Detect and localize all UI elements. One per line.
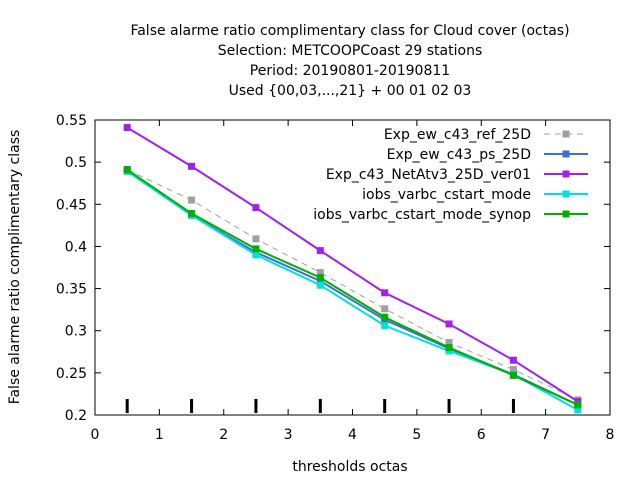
x-tick-label: 8 xyxy=(606,427,615,443)
data-point xyxy=(381,313,389,321)
x-tick-label: 3 xyxy=(284,427,293,443)
chart-title: False alarme ratio complimentary class f… xyxy=(130,23,569,99)
data-point xyxy=(316,281,324,289)
y-tick-label: 0.25 xyxy=(56,366,87,382)
y-tick-label: 0.35 xyxy=(56,282,87,298)
x-tick-label: 1 xyxy=(155,427,164,443)
legend-marker xyxy=(562,170,570,178)
y-tick-label: 0.2 xyxy=(65,408,87,424)
title-line: Selection: METCOOPCoast 29 stations xyxy=(218,43,483,59)
data-point xyxy=(381,305,389,313)
data-point xyxy=(188,210,196,218)
legend-label: iobs_varbc_cstart_mode xyxy=(362,187,531,203)
x-tick-label: 2 xyxy=(219,427,228,443)
data-point xyxy=(252,251,260,259)
legend-label: Exp_ew_c43_ref_25D xyxy=(384,127,531,143)
series-5 xyxy=(123,166,582,409)
title-line: False alarme ratio complimentary class f… xyxy=(130,23,569,39)
title-line: Period: 20190801-20190811 xyxy=(250,63,450,79)
data-point xyxy=(509,371,517,379)
data-point xyxy=(123,124,131,132)
data-point xyxy=(445,344,453,352)
legend-marker xyxy=(562,210,570,218)
x-tick-label: 0 xyxy=(91,427,100,443)
series-line xyxy=(126,126,579,403)
data-point xyxy=(252,204,260,212)
data-point xyxy=(316,274,324,282)
x-tick-label: 6 xyxy=(477,427,486,443)
legend: Exp_ew_c43_ref_25D Exp_ew_c43_ps_25D Exp_c… xyxy=(313,127,588,223)
plot-frame xyxy=(94,119,611,416)
x-axis-label: thresholds octas xyxy=(292,459,407,475)
legend-marker xyxy=(562,130,570,138)
data-point xyxy=(509,365,517,373)
series-line xyxy=(126,169,579,401)
legend-label: Exp_ew_c43_ps_25D xyxy=(387,147,531,163)
x-tick-label: 5 xyxy=(412,427,421,443)
data-point xyxy=(252,235,260,243)
data-point xyxy=(123,166,131,174)
data-point xyxy=(445,339,453,347)
y-tick-label: 0.55 xyxy=(56,113,87,129)
legend-label: Exp_c43_NetAtv3_25D_ver01 xyxy=(326,167,531,183)
data-point xyxy=(445,320,453,328)
data-point xyxy=(509,356,517,364)
data-point xyxy=(381,289,389,297)
data-point xyxy=(574,401,582,409)
y-tick-label: 0.3 xyxy=(65,324,87,340)
legend-marker xyxy=(562,190,570,198)
y-tick-label: 0.4 xyxy=(65,239,87,255)
title-line: Used {00,03,...,21} + 00 01 02 03 xyxy=(229,83,472,99)
y-axis: 0.2 0.25 0.3 0.35 0.4 0.45 0.5 0.55 xyxy=(56,113,610,424)
legend-marker xyxy=(562,150,570,158)
y-tick-label: 0.45 xyxy=(56,197,87,213)
data-point xyxy=(188,162,196,170)
data-point xyxy=(574,406,582,414)
series-group xyxy=(123,124,582,414)
data-point xyxy=(252,245,260,253)
impulse-marks xyxy=(125,399,580,413)
x-axis: 0 1 2 3 4 5 6 7 8 xyxy=(91,120,615,443)
y-tick-label: 0.5 xyxy=(65,155,87,171)
x-tick-label: 4 xyxy=(348,427,357,443)
x-tick-label: 7 xyxy=(541,427,550,443)
series-line xyxy=(126,168,579,406)
y-axis-label: False alarme ratio complimentary class xyxy=(7,130,23,405)
legend-label: iobs_varbc_cstart_mode_synop xyxy=(313,207,531,223)
data-point xyxy=(381,322,389,330)
data-point xyxy=(188,196,196,204)
data-point xyxy=(316,247,324,255)
data-point xyxy=(316,269,324,277)
